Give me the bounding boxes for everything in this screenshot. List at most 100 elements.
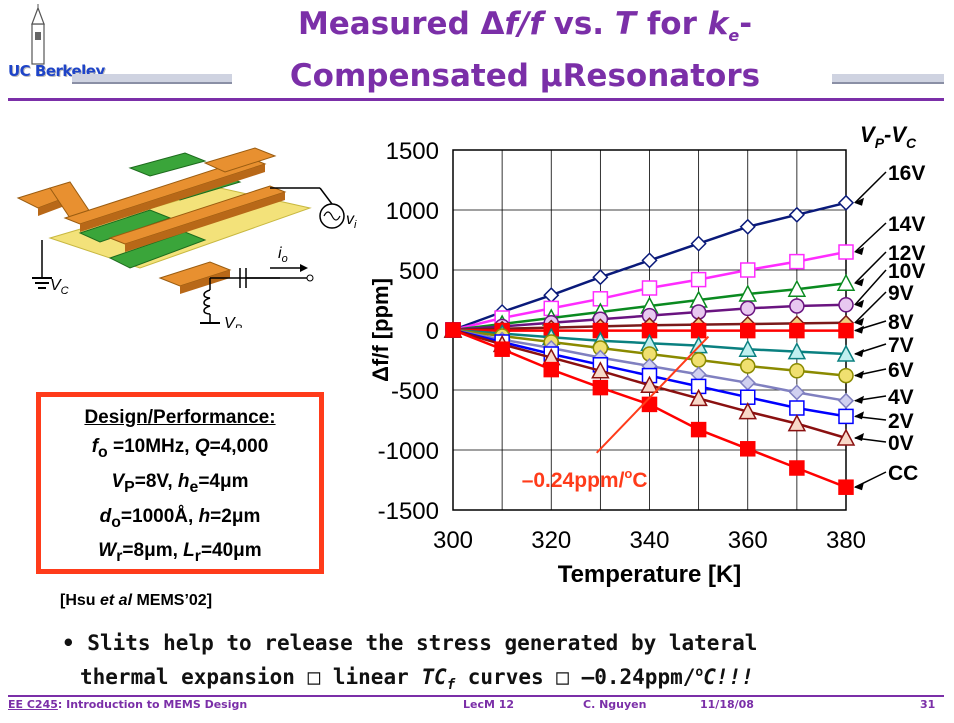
arrow-glyph: □ <box>556 665 569 689</box>
svg-text:VC: VC <box>50 277 69 297</box>
arrow-glyph: □ <box>307 665 321 689</box>
svg-text:io: io <box>278 245 288 265</box>
design-line-3: do=1000Å, h=2μm <box>99 505 261 531</box>
x-axis-label: Temperature [K] <box>558 561 742 588</box>
data-point-12V <box>836 273 856 291</box>
legend-label-16V: 16V <box>888 162 925 185</box>
data-point-CC <box>543 361 559 378</box>
course-link[interactable]: EE C245 <box>8 698 58 711</box>
legend-arrowhead-6V <box>854 370 864 379</box>
data-point-14V <box>789 253 805 270</box>
footer-lecture: LecM 12 <box>463 698 515 711</box>
legend-arrowhead-16V <box>854 197 864 206</box>
legend-label-CC: CC <box>888 462 918 485</box>
x-tick-label: 320 <box>531 527 571 554</box>
data-point-0V <box>689 388 708 407</box>
design-performance-box: Design/Performance: fo =10MHz, Q=4,000 V… <box>36 392 324 574</box>
legend-arrowhead-12V <box>854 278 864 287</box>
y-tick-label: -500 <box>391 378 439 405</box>
resonator-device-diagram: VC vi io VP <box>16 147 357 328</box>
data-point-4V <box>837 392 855 409</box>
data-point-10V <box>838 297 854 313</box>
data-point-7V <box>738 339 757 357</box>
data-point-7V <box>836 344 856 362</box>
data-point-6V <box>838 367 854 384</box>
data-point-16V <box>739 218 756 235</box>
annotation-label: –0.24ppm/oC <box>522 466 648 492</box>
data-point-CC <box>445 322 461 338</box>
data-point-6V <box>690 352 707 368</box>
legend-arrow-16V <box>854 171 887 204</box>
data-point-7V <box>787 342 807 360</box>
design-heading: Design/Performance: <box>84 407 276 428</box>
legend-label-6V: 6V <box>888 359 914 382</box>
data-point-0V <box>787 414 807 432</box>
data-point-0V <box>738 402 757 420</box>
legend-label-7V: 7V <box>888 334 914 357</box>
data-point-12V <box>787 279 807 297</box>
data-point-14V <box>641 280 658 296</box>
legend-arrowhead-10V <box>854 299 864 308</box>
legend-label-4V: 4V <box>888 386 914 409</box>
legend-arrow-9V <box>854 291 887 324</box>
x-tick-label: 360 <box>728 527 768 554</box>
legend-label-2V: 2V <box>888 410 914 433</box>
data-point-14V <box>740 262 756 278</box>
bullet-text: • Slits help to release the stress gener… <box>62 631 758 694</box>
slide-title: Measured Δf/f vs. T for ke- Compensated … <box>289 6 761 95</box>
legend-label-8V: 8V <box>888 311 914 334</box>
data-point-6V <box>789 363 805 379</box>
data-point-CC <box>592 379 609 396</box>
citation: [Hsu et al MEMS’02] <box>60 592 213 609</box>
y-tick-label: 1000 <box>386 198 439 225</box>
y-tick-label: -1500 <box>378 498 439 525</box>
title-rule <box>8 98 944 101</box>
legend-label-10V: 10V <box>888 260 925 283</box>
data-point-CC <box>494 341 510 357</box>
data-point-0V <box>640 375 659 393</box>
legend-arrow-10V <box>854 269 887 306</box>
design-line-1: fo =10MHz, Q=4,000 <box>91 436 269 461</box>
y-tick-label: 0 <box>426 318 439 345</box>
data-point-16V <box>837 194 855 211</box>
footer-rule <box>8 695 944 697</box>
data-point-CC <box>789 460 805 476</box>
y-tick-label: 1500 <box>386 138 439 165</box>
data-point-0V <box>836 428 856 446</box>
data-point-10V <box>740 300 756 317</box>
legend-label-14V: 14V <box>888 213 925 236</box>
legend-arrowhead-7V <box>854 349 864 357</box>
data-point-2V <box>838 408 854 425</box>
footer-course: EE C245: Introduction to MEMS Design <box>8 698 248 711</box>
legend-arrowhead-2V <box>854 411 864 420</box>
data-point-16V <box>690 235 707 252</box>
x-tick-label: 300 <box>433 527 473 554</box>
campanile-logo <box>31 4 45 65</box>
y-tick-label: 500 <box>399 258 439 285</box>
data-point-6V <box>740 358 756 374</box>
data-point-14V <box>838 244 854 260</box>
legend-label-0V: 0V <box>888 432 914 455</box>
x-tick-label: 380 <box>826 527 866 554</box>
data-point-4V <box>788 384 805 401</box>
y-tick-label: -1000 <box>378 438 439 465</box>
legend-arrowhead-14V <box>854 247 864 255</box>
data-point-2V <box>789 400 805 416</box>
legend-arrowhead-8V <box>854 325 864 334</box>
legend-arrow-14V <box>854 222 887 253</box>
data-point-8V <box>789 322 805 339</box>
annotation-arrow <box>595 335 710 454</box>
data-point-CC <box>838 479 854 495</box>
legend-arrowhead-4V <box>854 395 864 404</box>
legend-arrowhead-CC <box>854 482 864 491</box>
footer-date: 11/18/08 <box>700 698 754 711</box>
data-point-8V <box>838 322 854 339</box>
data-point-14V <box>690 271 707 288</box>
data-point-8V <box>690 322 707 339</box>
data-point-16V <box>592 269 609 286</box>
legend-title: VP-VC <box>860 122 917 151</box>
data-point-10V <box>789 298 805 314</box>
data-point-8V <box>740 322 756 339</box>
legend-arrowhead-9V <box>854 317 864 326</box>
